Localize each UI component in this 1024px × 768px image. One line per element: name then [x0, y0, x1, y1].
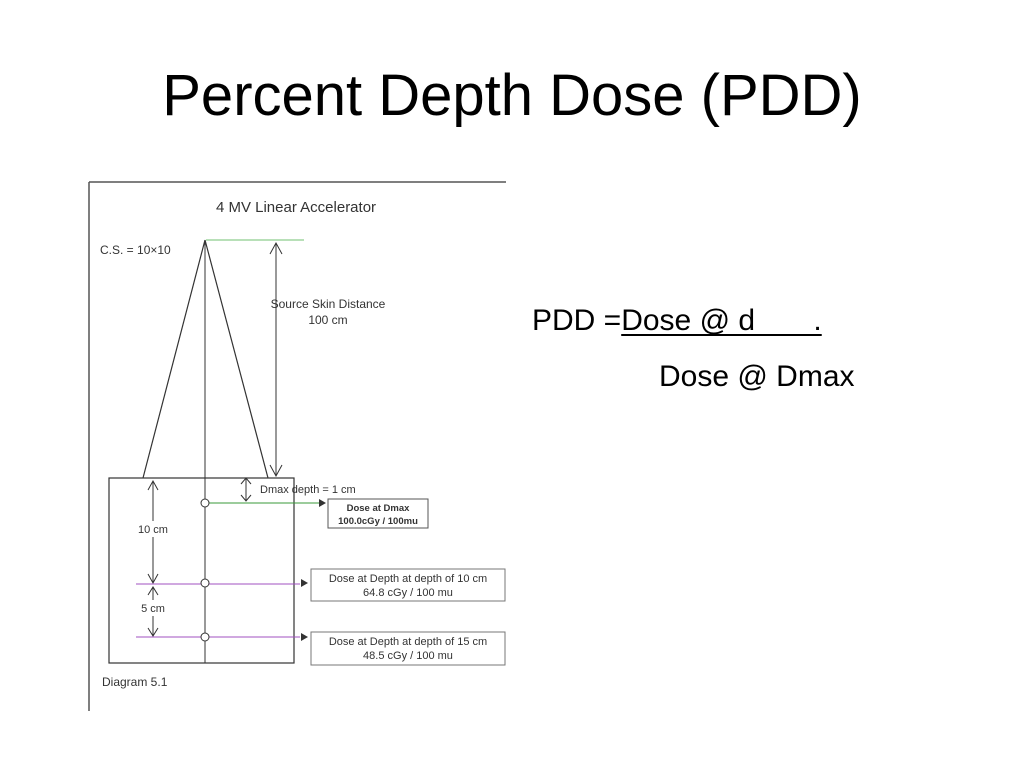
ssd-label-line2: 100 cm	[308, 313, 347, 327]
ssd-label-line1: Source Skin Distance	[271, 297, 386, 311]
dose-depth-15cm-box	[310, 631, 506, 666]
formula-denominator: Dose @ Dmax	[659, 360, 855, 393]
dmax-arrow-head-top	[240, 477, 252, 485]
depth-10cm-arrow-head-top	[147, 479, 159, 491]
dmax-depth-label: Dmax depth = 1 cm	[260, 484, 356, 496]
beam-edge-right	[204, 239, 269, 479]
dmax-pointer-arrow	[319, 499, 326, 507]
pdd-diagram: 4 MV Linear Accelerator C.S. = 10×10 Sou…	[88, 181, 506, 711]
dose-depth-10cm-box-line2: 64.8 cGy / 100 mu	[363, 587, 453, 599]
diagram-title: 4 MV Linear Accelerator	[216, 199, 376, 216]
dose-depth-15cm-box-line2: 48.5 cGy / 100 mu	[363, 650, 453, 662]
depth-5cm-label-bg	[136, 600, 170, 616]
ssd-arrow-head-top	[269, 241, 283, 255]
dmax-arrow-head-bottom	[240, 494, 252, 502]
depth-15cm-point-marker	[200, 632, 210, 642]
formula-denominator-row: Dose @ Dmax	[532, 359, 855, 415]
depth-15cm-pointer-arrow	[301, 633, 308, 641]
dose-dmax-box-line2: 100.0cGy / 100mu	[338, 516, 418, 527]
beam-edge-left	[142, 239, 206, 479]
formula-numerator: Dose @ d .	[621, 304, 822, 337]
formula-lhs: PDD =	[532, 304, 622, 337]
depth-10cm-point-marker	[200, 578, 210, 588]
dose-dmax-box	[327, 498, 429, 529]
diagram-caption: Diagram 5.1	[102, 675, 168, 689]
depth-10cm-arrow-head-bottom	[147, 573, 159, 585]
dmax-point-marker	[200, 498, 210, 508]
pdd-diagram-svg: 4 MV Linear Accelerator C.S. = 10×10 Sou…	[88, 181, 506, 711]
depth-10cm-label: 10 cm	[138, 524, 168, 536]
formula-numerator-row: PDD = Dose @ d .	[532, 303, 822, 359]
depth-10cm-label-bg	[132, 521, 174, 537]
dose-dmax-box-line1: Dose at Dmax	[347, 503, 411, 514]
dose-depth-15cm-box-line1: Dose at Depth at depth of 15 cm	[329, 636, 487, 648]
depth-10cm-pointer-arrow	[301, 579, 308, 587]
slide-title: Percent Depth Dose (PDD)	[162, 63, 862, 128]
water-phantom-box	[108, 477, 295, 664]
field-size-label: C.S. = 10×10	[100, 243, 171, 257]
ssd-arrow-head-bottom	[269, 464, 283, 478]
depth-5cm-arrow-head-top	[147, 586, 159, 596]
depth-5cm-arrow-head-bottom	[147, 627, 159, 637]
pdd-formula: PDD = Dose @ d . Dose @ Dmax	[532, 303, 855, 415]
depth-5cm-label: 5 cm	[141, 603, 165, 615]
dose-depth-10cm-box-line1: Dose at Depth at depth of 10 cm	[329, 573, 487, 585]
dose-depth-10cm-box	[310, 568, 506, 602]
